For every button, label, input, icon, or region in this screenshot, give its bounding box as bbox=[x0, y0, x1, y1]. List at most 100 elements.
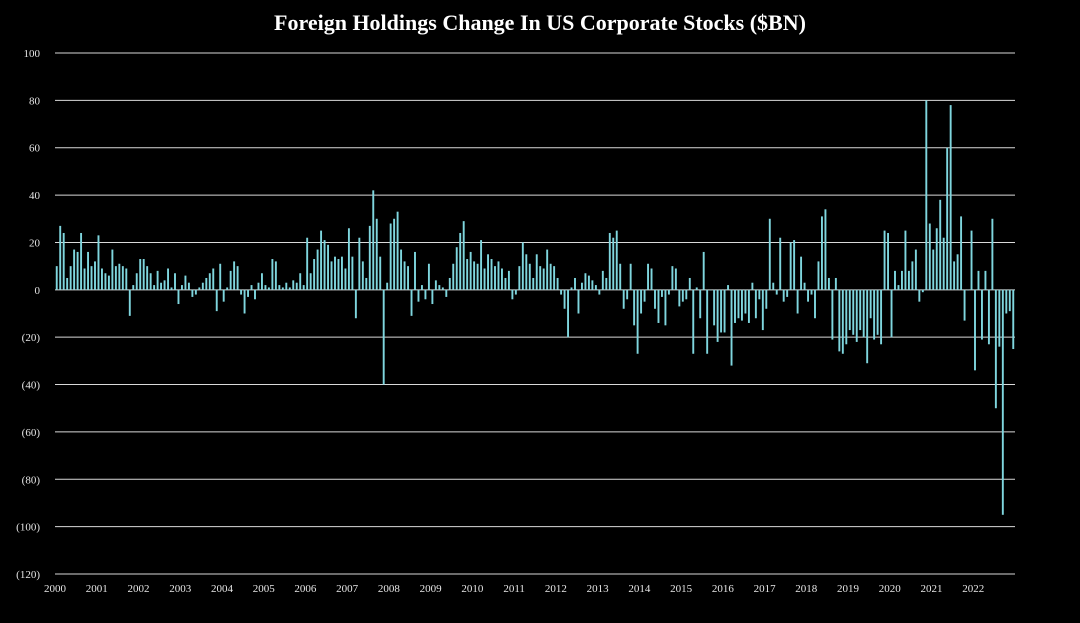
bar bbox=[657, 289, 660, 323]
bar bbox=[504, 277, 507, 290]
bar bbox=[66, 277, 69, 290]
bar bbox=[455, 247, 458, 290]
bar bbox=[647, 263, 649, 290]
bar bbox=[274, 261, 277, 290]
bar bbox=[706, 289, 709, 354]
bar bbox=[939, 199, 942, 290]
bar bbox=[514, 289, 517, 295]
bar bbox=[125, 268, 128, 290]
bar bbox=[692, 289, 695, 354]
x-tick-label: 2020 bbox=[879, 583, 902, 595]
bar bbox=[901, 270, 903, 290]
bar bbox=[991, 218, 994, 290]
bar bbox=[775, 289, 778, 295]
bar bbox=[730, 289, 733, 366]
bar bbox=[827, 277, 830, 290]
bar bbox=[970, 230, 973, 290]
bar bbox=[327, 244, 329, 290]
x-tick-label: 2006 bbox=[294, 583, 317, 595]
bar bbox=[281, 287, 284, 290]
bar bbox=[956, 254, 959, 290]
bar bbox=[953, 261, 956, 290]
bar bbox=[424, 289, 427, 300]
bar bbox=[584, 273, 587, 290]
bar bbox=[97, 235, 100, 290]
bar bbox=[191, 289, 194, 297]
x-tick-label: 2007 bbox=[336, 583, 359, 595]
bar bbox=[459, 232, 462, 290]
bar bbox=[532, 277, 535, 290]
bar bbox=[567, 289, 569, 338]
bar bbox=[549, 263, 552, 290]
y-tick-label: 100 bbox=[24, 48, 41, 60]
bar bbox=[821, 216, 823, 290]
bar bbox=[946, 147, 949, 290]
x-tick-label: 2005 bbox=[253, 583, 276, 595]
bar bbox=[445, 289, 448, 297]
bar bbox=[887, 232, 889, 290]
bar bbox=[473, 261, 476, 290]
bar bbox=[208, 273, 211, 290]
y-tick-label: (20) bbox=[22, 332, 41, 344]
bar bbox=[114, 266, 117, 290]
bar bbox=[577, 289, 580, 314]
x-tick-label: 2000 bbox=[44, 583, 67, 595]
bar bbox=[160, 282, 163, 290]
bar bbox=[640, 289, 643, 314]
bar bbox=[448, 277, 451, 290]
bar bbox=[358, 237, 361, 290]
bar bbox=[73, 249, 76, 290]
bar bbox=[768, 218, 771, 290]
bar bbox=[292, 280, 295, 290]
x-tick-label: 2018 bbox=[795, 583, 818, 595]
bar bbox=[316, 249, 319, 290]
bar bbox=[194, 289, 197, 295]
bar bbox=[132, 285, 135, 290]
bar bbox=[907, 270, 910, 290]
y-tick-label: 40 bbox=[29, 190, 41, 202]
bar bbox=[622, 289, 625, 309]
y-tick-label: (120) bbox=[16, 569, 40, 581]
x-tick-label: 2017 bbox=[754, 583, 777, 595]
bar bbox=[76, 251, 79, 290]
bar bbox=[685, 289, 688, 300]
bar bbox=[528, 263, 531, 290]
bar bbox=[542, 268, 545, 290]
bar bbox=[1008, 289, 1011, 312]
x-tick-label: 2016 bbox=[712, 583, 735, 595]
bar bbox=[187, 282, 190, 290]
bar bbox=[629, 263, 632, 290]
bar bbox=[236, 266, 239, 290]
bar bbox=[302, 285, 305, 290]
bar bbox=[960, 216, 963, 290]
bar bbox=[925, 100, 928, 290]
bar bbox=[963, 289, 966, 321]
bar bbox=[521, 242, 524, 290]
bar bbox=[501, 268, 503, 290]
bar bbox=[323, 240, 326, 290]
bar bbox=[841, 289, 844, 354]
bar bbox=[702, 251, 705, 290]
bar bbox=[734, 289, 736, 323]
bar bbox=[918, 289, 921, 302]
bar bbox=[594, 285, 597, 290]
bar bbox=[831, 289, 834, 340]
bar bbox=[587, 275, 590, 290]
bar bbox=[278, 285, 281, 290]
x-tick-label: 2008 bbox=[378, 583, 401, 595]
bar bbox=[163, 280, 166, 290]
bar bbox=[434, 280, 437, 290]
bar bbox=[476, 263, 479, 290]
bar bbox=[201, 282, 204, 290]
bar bbox=[222, 289, 225, 302]
bar bbox=[563, 289, 566, 309]
bar bbox=[932, 249, 935, 290]
bar bbox=[942, 237, 945, 290]
bar bbox=[723, 289, 726, 333]
bar bbox=[873, 289, 876, 340]
bar bbox=[810, 289, 813, 295]
y-tick-label: (40) bbox=[22, 380, 41, 392]
bar bbox=[876, 289, 879, 335]
bar bbox=[803, 282, 806, 290]
x-tick-label: 2019 bbox=[837, 583, 860, 595]
